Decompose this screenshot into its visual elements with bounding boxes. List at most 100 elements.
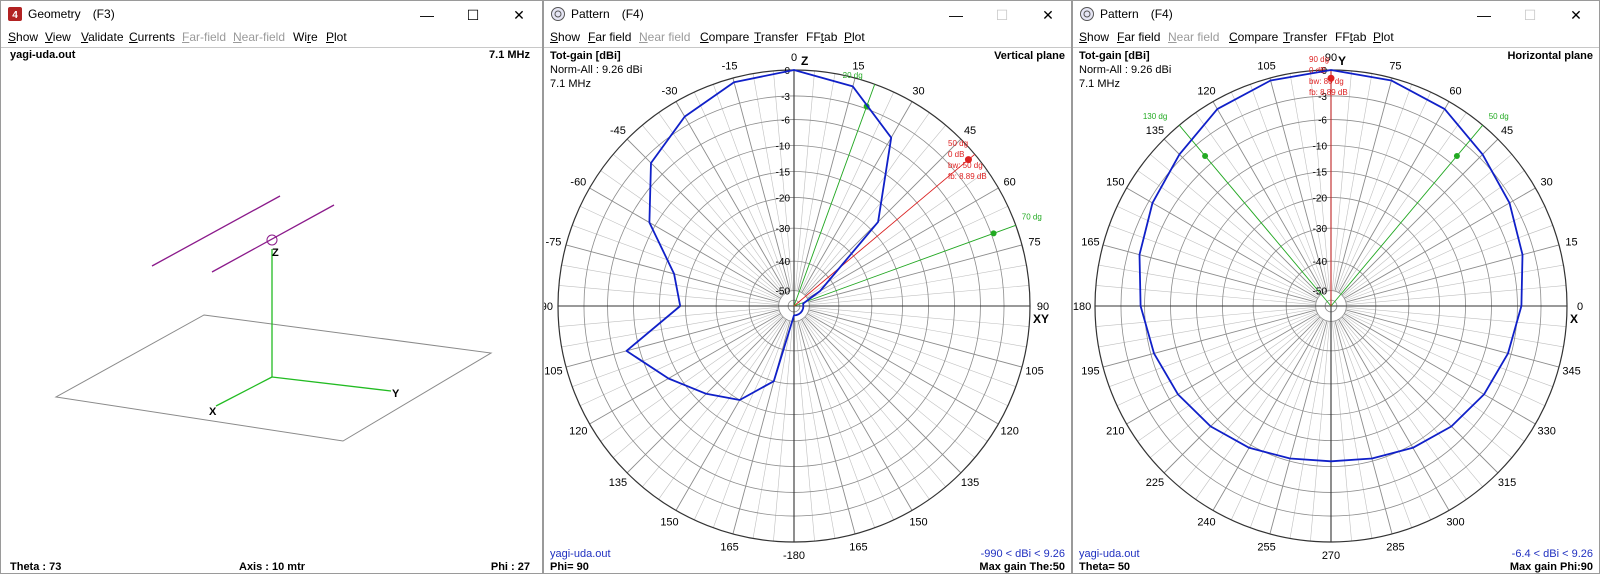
menu-item-far-field[interactable]: Far field xyxy=(1117,30,1161,44)
angle-label: 60 xyxy=(1449,85,1461,97)
maximize-icon[interactable]: ☐ xyxy=(466,7,480,23)
radial-grid-line xyxy=(802,318,930,500)
maximize-icon: ☐ xyxy=(1523,7,1537,23)
angle-label: 30 xyxy=(912,85,924,97)
x-axis-label: X xyxy=(209,406,217,418)
ring-label: -15 xyxy=(1313,167,1328,178)
radial-grid-line xyxy=(558,285,779,305)
axis-readout: Axis : 10 mtr xyxy=(239,561,306,573)
side-axis-label: X xyxy=(1570,312,1578,326)
plane-label: Vertical plane xyxy=(994,50,1065,62)
menu-item-compare[interactable]: Compare xyxy=(700,30,750,44)
radial-grid-line xyxy=(589,187,781,299)
radial-grid-line xyxy=(561,308,779,348)
ring-label: -3 xyxy=(1318,92,1327,103)
max-gain-label: fb: 8.89 dB xyxy=(1309,88,1348,97)
radial-grid-line xyxy=(558,307,779,327)
angle-label: 150 xyxy=(909,517,927,529)
wire-reflector[interactable] xyxy=(151,195,281,267)
radial-grid-line xyxy=(565,244,780,303)
geometry-canvas[interactable]: Z Y X xyxy=(1,48,542,548)
radial-grid-line xyxy=(800,91,895,293)
polar-plot-horizontal[interactable]: 9075604530150345330315300285270255240225… xyxy=(1073,48,1599,561)
radial-grid-line xyxy=(807,313,999,425)
menu-item-show[interactable]: Show xyxy=(8,30,39,44)
menu-item-view[interactable]: View xyxy=(45,30,71,44)
angle-label: 105 xyxy=(1257,60,1275,72)
feed-point[interactable] xyxy=(266,234,278,246)
radial-grid-line xyxy=(1195,318,1323,500)
ring-label: -40 xyxy=(1313,257,1328,268)
radial-grid-line xyxy=(1345,310,1553,387)
frequency: 7.1 MHz xyxy=(550,78,591,90)
radial-grid-line xyxy=(1179,317,1322,487)
menu-item-fftab[interactable]: FFtab xyxy=(1335,30,1367,44)
minimize-icon[interactable]: — xyxy=(1477,7,1491,23)
menu-bar: Show Far field Near field Compare Transfer FF… xyxy=(1073,29,1599,47)
angle-label: 0 xyxy=(791,52,797,64)
radial-grid-line xyxy=(1342,315,1512,458)
radial-grid-line xyxy=(1344,205,1546,300)
angle-label: 45 xyxy=(1501,125,1513,137)
radial-grid-line xyxy=(807,312,1009,407)
radial-grid-line xyxy=(795,321,815,542)
phi-readout: Phi : 27 xyxy=(490,561,530,573)
app-icon: 4 xyxy=(8,7,22,21)
menu-item-wire[interactable]: Wire xyxy=(293,30,318,44)
radial-grid-line xyxy=(797,320,856,535)
radial-grid-line xyxy=(807,205,1009,300)
title-bar[interactable]: Pattern (F4) — ☐ ✕ xyxy=(544,1,1071,29)
file-name: yagi-uda.out xyxy=(10,49,76,61)
menu-item-plot[interactable]: Plot xyxy=(326,30,347,44)
ring-label: -50 xyxy=(1313,287,1328,298)
ring-label: -20 xyxy=(1313,193,1328,204)
max-gain-readout: Max gain The:50 xyxy=(979,561,1065,573)
minimize-icon[interactable]: — xyxy=(949,7,963,23)
close-icon[interactable]: ✕ xyxy=(1042,7,1054,23)
radial-grid-line xyxy=(1102,309,1317,368)
norm-label: Norm-All : 9.26 dBi xyxy=(1079,64,1172,76)
title-bar[interactable]: Pattern (F4) — ☐ ✕ xyxy=(1073,1,1599,29)
beamwidth-point[interactable] xyxy=(1453,152,1460,159)
angle-label: 0 xyxy=(1577,301,1583,313)
angle-label: -60 xyxy=(570,177,586,189)
menu-item-fftab[interactable]: FFtab xyxy=(806,30,838,44)
radial-grid-line xyxy=(1116,312,1318,407)
menu-item-transfer[interactable]: Transfer xyxy=(754,30,799,44)
radial-grid-line xyxy=(1137,170,1319,298)
angle-label: 120 xyxy=(1000,426,1018,438)
close-icon[interactable]: ✕ xyxy=(1570,7,1582,23)
radial-grid-line xyxy=(589,313,781,425)
radial-grid-line xyxy=(1310,70,1330,291)
max-gain-point[interactable] xyxy=(1327,74,1335,82)
radial-grid-line xyxy=(1334,77,1393,292)
polar-plot-vertical[interactable]: 0 15 30 45 60 75 90 105 120 135 150 165 -180 165 150 13… xyxy=(544,48,1071,561)
title-bar[interactable]: 4 Geometry (F3) — ☐ ✕ xyxy=(1,1,542,29)
menu-item-plot[interactable]: Plot xyxy=(1373,30,1394,44)
radial-grid-line xyxy=(1346,285,1567,305)
minimize-icon[interactable]: — xyxy=(420,7,434,23)
menu-item-validate[interactable]: Validate xyxy=(81,30,124,44)
angle-label: 300 xyxy=(1446,517,1464,529)
menu-item-show[interactable]: Show xyxy=(550,30,581,44)
ring-label: -10 xyxy=(776,142,791,153)
radial-grid-line xyxy=(1333,321,1373,539)
window-title: Pattern xyxy=(571,7,610,21)
beamwidth-point[interactable] xyxy=(990,230,997,237)
wire-driven[interactable] xyxy=(211,204,335,273)
radial-grid-line xyxy=(795,70,815,291)
menu-item-plot[interactable]: Plot xyxy=(844,30,865,44)
angle-label: 270 xyxy=(1322,550,1340,561)
beamwidth-point[interactable] xyxy=(1202,152,1209,159)
close-icon[interactable]: ✕ xyxy=(513,7,525,23)
menu-item-show[interactable]: Show xyxy=(1079,30,1110,44)
menu-item-currents[interactable]: Currents xyxy=(129,30,176,44)
menu-item-near-field: Near field xyxy=(639,30,691,44)
menu-item-transfer[interactable]: Transfer xyxy=(1283,30,1328,44)
radial-grid-line xyxy=(809,264,1027,304)
menu-item-compare[interactable]: Compare xyxy=(1229,30,1279,44)
menu-item-far-field[interactable]: Far field xyxy=(588,30,632,44)
max-gain-point[interactable] xyxy=(964,156,972,164)
y-axis-label: Y xyxy=(392,388,400,400)
angle-label: 255 xyxy=(1257,542,1275,554)
